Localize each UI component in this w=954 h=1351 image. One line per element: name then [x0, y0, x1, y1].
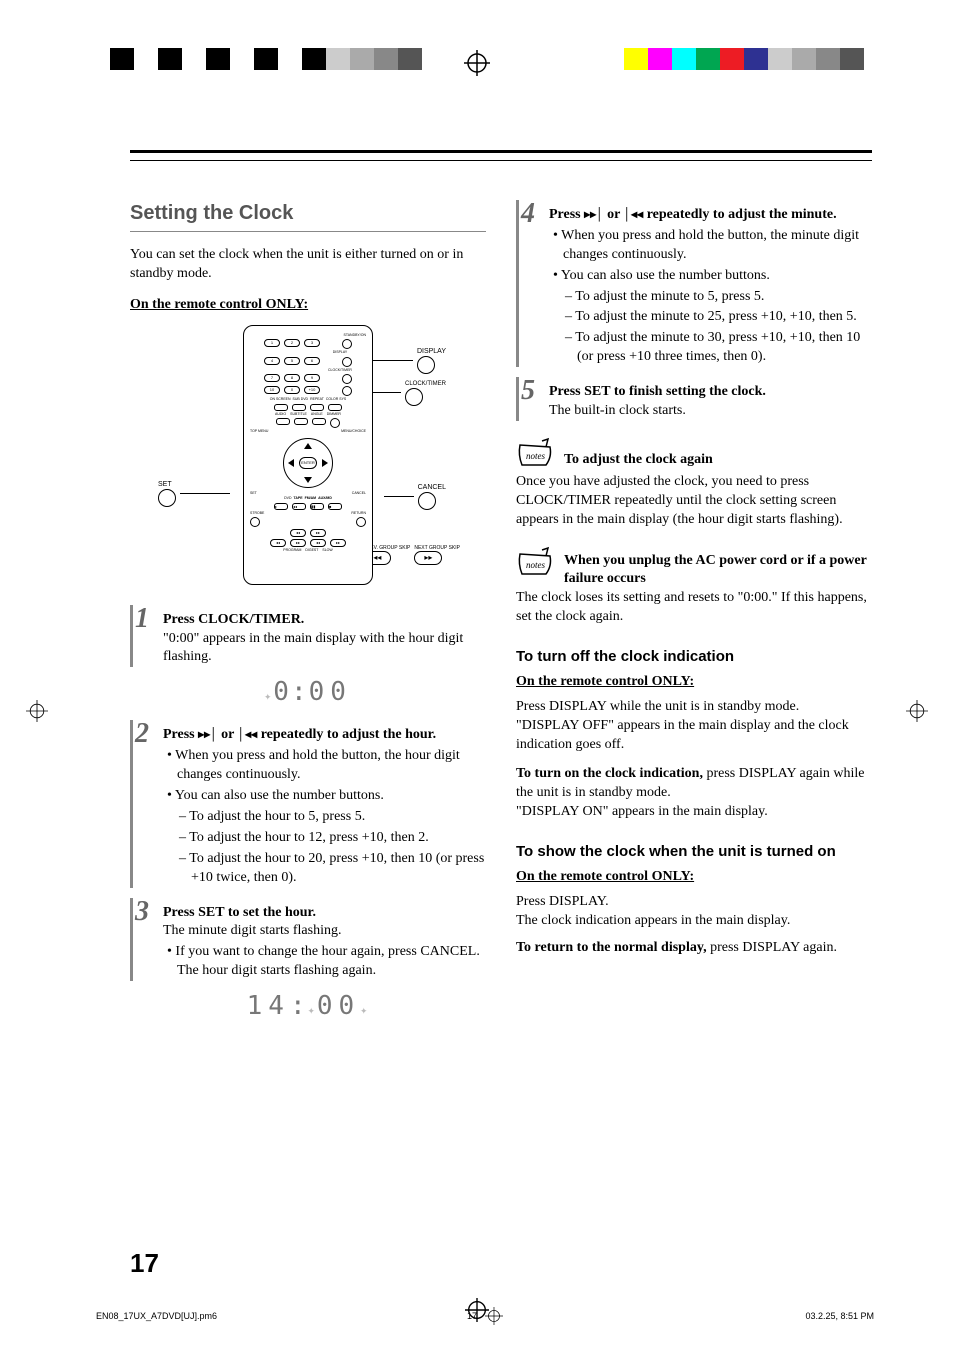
svg-text:notes: notes — [526, 451, 545, 461]
subheading-turnoff: To turn off the clock indication — [516, 647, 872, 667]
step-2-lead: Press ▸▸│ or │◂◂ repeatedly to adjust th… — [163, 726, 486, 745]
notes-icon: notes — [516, 437, 556, 473]
step-4-sub-2: – To adjust the minute to 25, press +10,… — [549, 308, 872, 327]
cmyk-registration-blocks — [624, 48, 864, 70]
registration-mark-left — [26, 700, 48, 727]
remote-diagram: SET DISPLAY CLOCK/TIMER — [178, 325, 438, 595]
note-power-failure: notes When you unplug the AC power cord … — [516, 546, 872, 590]
callout-set: SET — [158, 480, 230, 507]
step-3-body1: The minute digit starts flashing. — [163, 922, 486, 941]
remote-only-show: On the remote control ONLY: — [516, 868, 872, 887]
step-5-body: The built-in clock starts. — [549, 402, 872, 421]
note-1-body: Once you have adjusted the clock, you ne… — [516, 473, 872, 530]
step-4-bullet-2: • You can also use the number buttons. — [549, 267, 872, 286]
right-column: 4 Press ▸▸│ or │◂◂ repeatedly to adjust … — [516, 200, 872, 1032]
step-4-sub-3: – To adjust the minute to 30, press +10,… — [549, 329, 872, 367]
step-2-bullet-1: • When you press and hold the button, th… — [163, 747, 486, 785]
display-readout-1: ✦0:00 — [130, 675, 486, 710]
display-readout-2: 14:✦00✦ — [130, 989, 486, 1024]
step-number-2: 2 — [135, 720, 155, 748]
step-2-sub-2: – To adjust the hour to 12, press +10, t… — [163, 829, 486, 848]
step-5: 5 Press SET to finish setting the clock.… — [516, 377, 872, 421]
step-4-bullet-1: • When you press and hold the button, th… — [549, 227, 872, 265]
note-2-body: The clock loses its setting and resets t… — [516, 589, 872, 627]
registration-mark-top — [464, 50, 490, 81]
header-rule-thin — [130, 160, 872, 161]
intro-text: You can set the clock when the unit is e… — [130, 246, 486, 284]
step-2-sub-3: – To adjust the hour to 20, press +10, t… — [163, 850, 486, 888]
callout-display: DISPLAY — [373, 347, 446, 374]
remote-body: STANDBY/ON 123 DISPLAY 456 CLOCK/TIMER 7… — [243, 325, 373, 585]
note-adjust-again: notes To adjust the clock again — [516, 437, 872, 473]
svg-text:notes: notes — [526, 560, 545, 570]
step-1-body: "0:00" appears in the main display with … — [163, 630, 486, 668]
step-number-4: 4 — [521, 200, 541, 228]
step-3: 3 Press SET to set the hour. The minute … — [130, 898, 486, 982]
turnoff-p4: "DISPLAY ON" appears in the main display… — [516, 803, 872, 822]
step-3-lead: Press SET to set the hour. — [163, 904, 486, 923]
note-1-title: To adjust the clock again — [564, 452, 713, 467]
turnoff-p3: To turn on the clock indication, press D… — [516, 765, 872, 803]
step-1-lead: Press CLOCK/TIMER. — [163, 611, 486, 630]
show-p1: Press DISPLAY. — [516, 893, 872, 912]
section-heading: Setting the Clock — [130, 200, 486, 232]
remote-only-turnoff: On the remote control ONLY: — [516, 673, 872, 692]
step-2: 2 Press ▸▸│ or │◂◂ repeatedly to adjust … — [130, 720, 486, 887]
step-3-body2: The hour digit starts flashing again. — [163, 962, 486, 981]
step-2-sub-1: – To adjust the hour to 5, press 5. — [163, 808, 486, 827]
note-2-title: When you unplug the AC power cord or if … — [564, 553, 867, 587]
registration-mark-right — [906, 700, 928, 727]
step-4-sub-1: – To adjust the minute to 5, press 5. — [549, 288, 872, 307]
step-number-3: 3 — [135, 898, 155, 926]
footer-filename: EN08_17UX_A7DVD[UJ].pm6 — [96, 1311, 217, 1321]
turnoff-p1: Press DISPLAY while the unit is in stand… — [516, 698, 872, 717]
show-p3: To return to the normal display, press D… — [516, 939, 872, 958]
footer-timestamp: 03.2.25, 8:51 PM — [805, 1311, 874, 1321]
step-5-lead: Press SET to finish setting the clock. — [549, 383, 872, 402]
page-number: 17 — [130, 1248, 159, 1279]
step-4: 4 Press ▸▸│ or │◂◂ repeatedly to adjust … — [516, 200, 872, 367]
left-column: Setting the Clock You can set the clock … — [130, 200, 486, 1032]
show-p2: The clock indication appears in the main… — [516, 912, 872, 931]
step-number-5: 5 — [521, 377, 541, 405]
bw-registration-blocks — [110, 48, 422, 70]
step-3-bullet: • If you want to change the hour again, … — [163, 943, 486, 962]
subheading-show: To show the clock when the unit is turne… — [516, 842, 872, 862]
turnoff-p2: "DISPLAY OFF" appears in the main displa… — [516, 717, 872, 755]
registration-mark-bottom — [465, 1298, 489, 1327]
step-number-1: 1 — [135, 605, 155, 633]
header-rule-thick — [130, 150, 872, 153]
remote-only-label: On the remote control ONLY: — [130, 296, 486, 315]
notes-icon: notes — [516, 546, 556, 582]
step-1: 1 Press CLOCK/TIMER. "0:00" appears in t… — [130, 605, 486, 668]
step-2-bullet-2: • You can also use the number buttons. — [163, 787, 486, 806]
callout-clock-timer: CLOCK/TIMER — [361, 380, 446, 406]
callout-cancel: CANCEL — [384, 483, 446, 510]
step-4-lead: Press ▸▸│ or │◂◂ repeatedly to adjust th… — [549, 206, 872, 225]
